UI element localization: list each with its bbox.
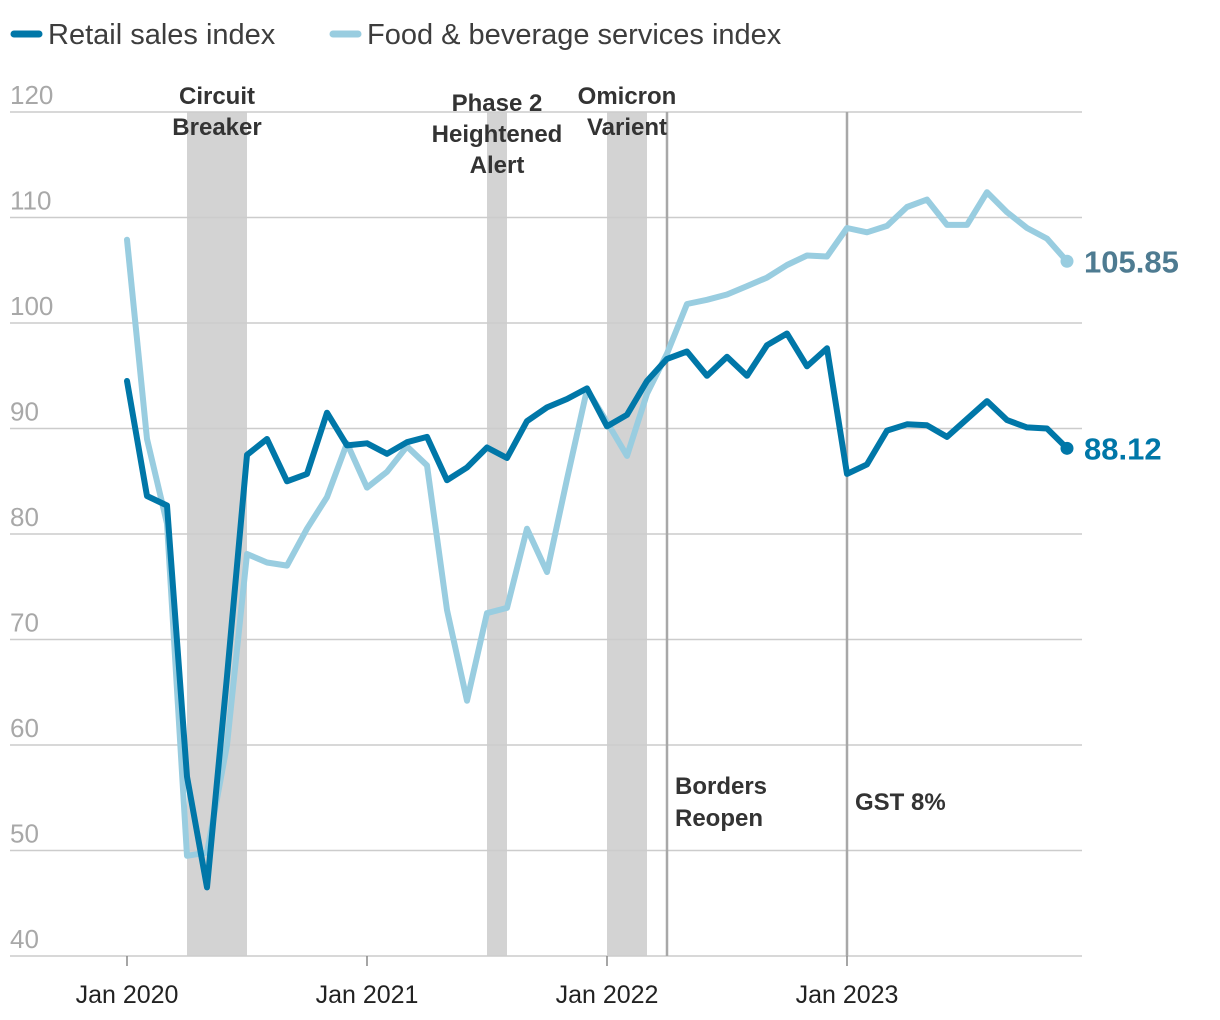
x-axis-ticks: Jan 2020 Jan 2021 Jan 2022 Jan 2023: [76, 956, 899, 1009]
series-line-food-beverage: [124, 189, 1070, 859]
series-end-label: 105.85: [1084, 244, 1179, 279]
x-tick-label: Jan 2022: [556, 981, 659, 1009]
y-axis-ticks: 40 50 60 70 80 90 100 110 120: [10, 80, 53, 954]
legend: Retail sales index Food & beverage servic…: [10, 19, 782, 51]
event-annotation-0: Borders Reopen: [675, 773, 767, 832]
legend-label-1: Food & beverage services index: [367, 19, 782, 51]
y-tick-label: 120: [10, 80, 53, 110]
y-tick-label: 70: [10, 608, 39, 638]
annotation-line: Omicron: [578, 83, 677, 110]
x-tick-label: Jan 2021: [316, 981, 419, 1009]
annotation-line: Breaker: [172, 114, 261, 141]
legend-label-0: Retail sales index: [48, 19, 276, 51]
annotation-line: Circuit: [179, 83, 255, 110]
series: 105.85 88.12: [124, 189, 1179, 891]
annotation-1: Phase 2 Heightened Alert: [432, 90, 563, 179]
event-annotation-line: Reopen: [675, 805, 763, 832]
annotations: Circuit Breaker Phase 2 Heightened Alert Omic…: [172, 83, 945, 832]
annotation-line: Heightened: [432, 121, 563, 148]
series-end-point: [1060, 254, 1074, 268]
event-annotation-line: Borders: [675, 773, 767, 800]
y-tick-label: 90: [10, 397, 39, 427]
y-tick-label: 80: [10, 502, 39, 532]
x-tick-label: Jan 2020: [76, 981, 179, 1009]
annotation-line: Varient: [587, 114, 667, 141]
y-tick-label: 60: [10, 713, 39, 743]
y-tick-label: 40: [10, 924, 39, 954]
y-tick-label: 110: [10, 186, 51, 216]
y-tick-label: 50: [10, 819, 39, 849]
annotation-2: Omicron Varient: [578, 83, 677, 141]
annotation-0: Circuit Breaker: [172, 83, 261, 141]
series-end-point: [1060, 441, 1074, 455]
event-annotation-1: GST 8%: [855, 789, 946, 816]
event-annotation-line: GST 8%: [855, 789, 946, 816]
series-end-label: 88.12: [1084, 431, 1162, 466]
annotation-line: Alert: [470, 152, 525, 179]
event-lines: [665, 112, 849, 956]
x-tick-label: Jan 2023: [796, 981, 899, 1009]
series-line-retail: [124, 330, 1070, 891]
y-tick-label: 100: [10, 291, 53, 321]
annotation-line: Phase 2: [452, 90, 543, 117]
